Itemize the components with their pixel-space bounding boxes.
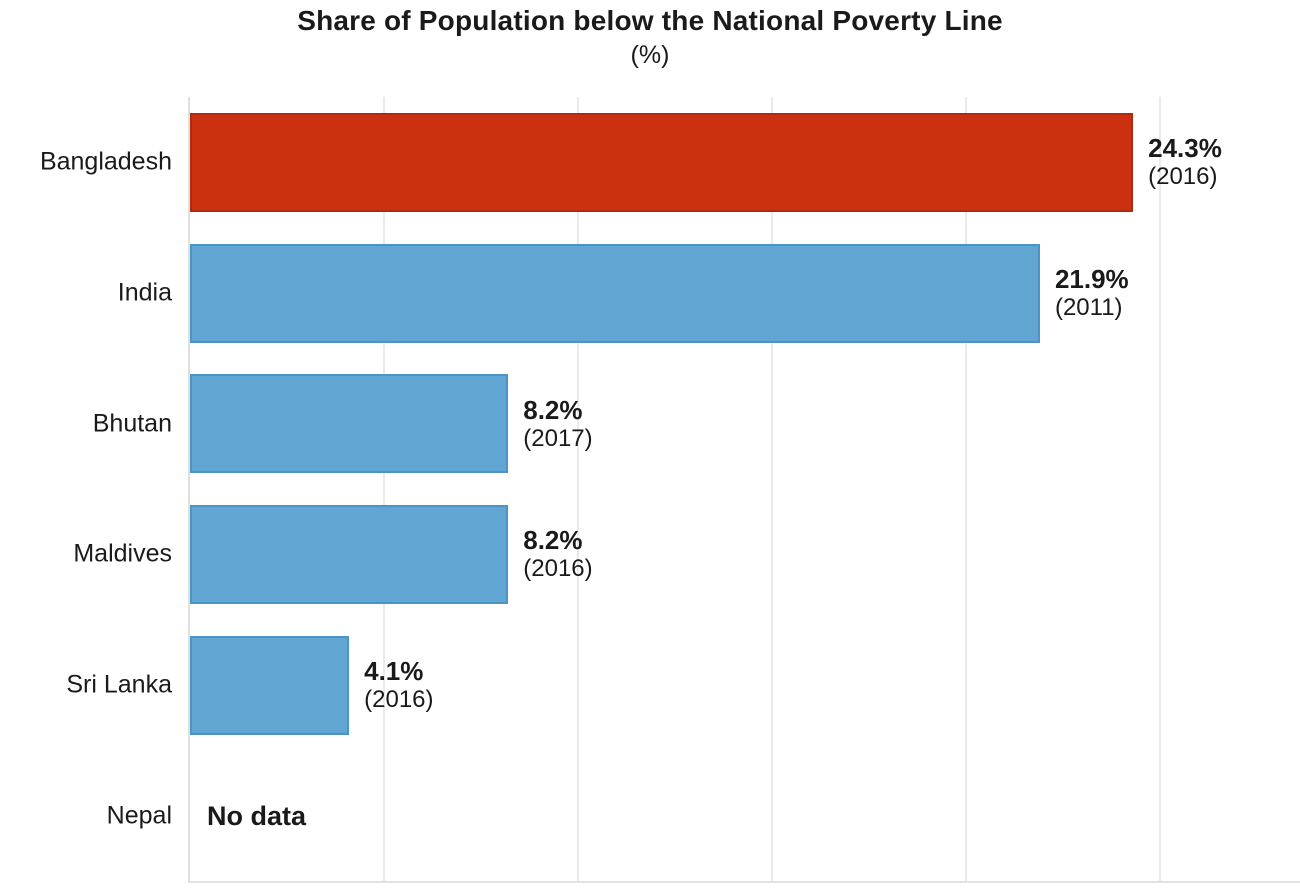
year-text: (2017) — [523, 424, 593, 452]
value-label-maldives: 8.2% (2016) — [523, 525, 592, 583]
gridline-10 — [577, 97, 580, 881]
chart-title: Share of Population below the National P… — [297, 5, 1003, 36]
value-text: 8.2% — [523, 394, 583, 425]
bar-maldives — [190, 504, 509, 604]
value-label-sri-lanka: 4.1% (2016) — [364, 656, 433, 714]
value-label-bangladesh: 24.3% (2016) — [1148, 133, 1222, 191]
value-text: 21.9% — [1054, 264, 1129, 294]
bar-india — [190, 243, 1040, 343]
chart-subtitle: (%) — [630, 41, 670, 69]
value-text: 4.1% — [364, 656, 424, 686]
category-label-maldives: Maldives — [73, 539, 172, 568]
category-label-nepal: Nepal — [106, 801, 172, 830]
gridline-25 — [1159, 97, 1162, 881]
bar-bangladesh — [190, 112, 1134, 212]
value-text: 8.2% — [523, 525, 583, 556]
year-text: (2016) — [523, 555, 593, 583]
gridline-15 — [771, 97, 774, 881]
category-label-sri-lanka: Sri Lanka — [66, 670, 172, 699]
value-label-india: 21.9% (2011) — [1055, 264, 1129, 322]
value-text: 24.3% — [1148, 133, 1222, 164]
category-label-bhutan: Bhutan — [92, 409, 172, 438]
year-text: (2011) — [1054, 294, 1123, 321]
gridline-5 — [383, 97, 386, 881]
value-label-bhutan: 8.2% (2017) — [523, 395, 592, 453]
year-text: (2016) — [1148, 163, 1218, 191]
bar-bhutan — [190, 374, 509, 474]
plot-area: 24.3% (2016) 21.9% (2011) 8.2% (2017) 8.2% (201… — [188, 97, 1300, 883]
year-text: (2016) — [364, 686, 434, 713]
gridline-20 — [965, 97, 968, 881]
category-label-bangladesh: Bangladesh — [39, 147, 172, 176]
category-label-india: India — [117, 278, 172, 307]
no-data-text: No data — [207, 800, 307, 831]
value-label-nepal: No data — [207, 801, 306, 831]
bar-sri-lanka — [190, 635, 350, 735]
